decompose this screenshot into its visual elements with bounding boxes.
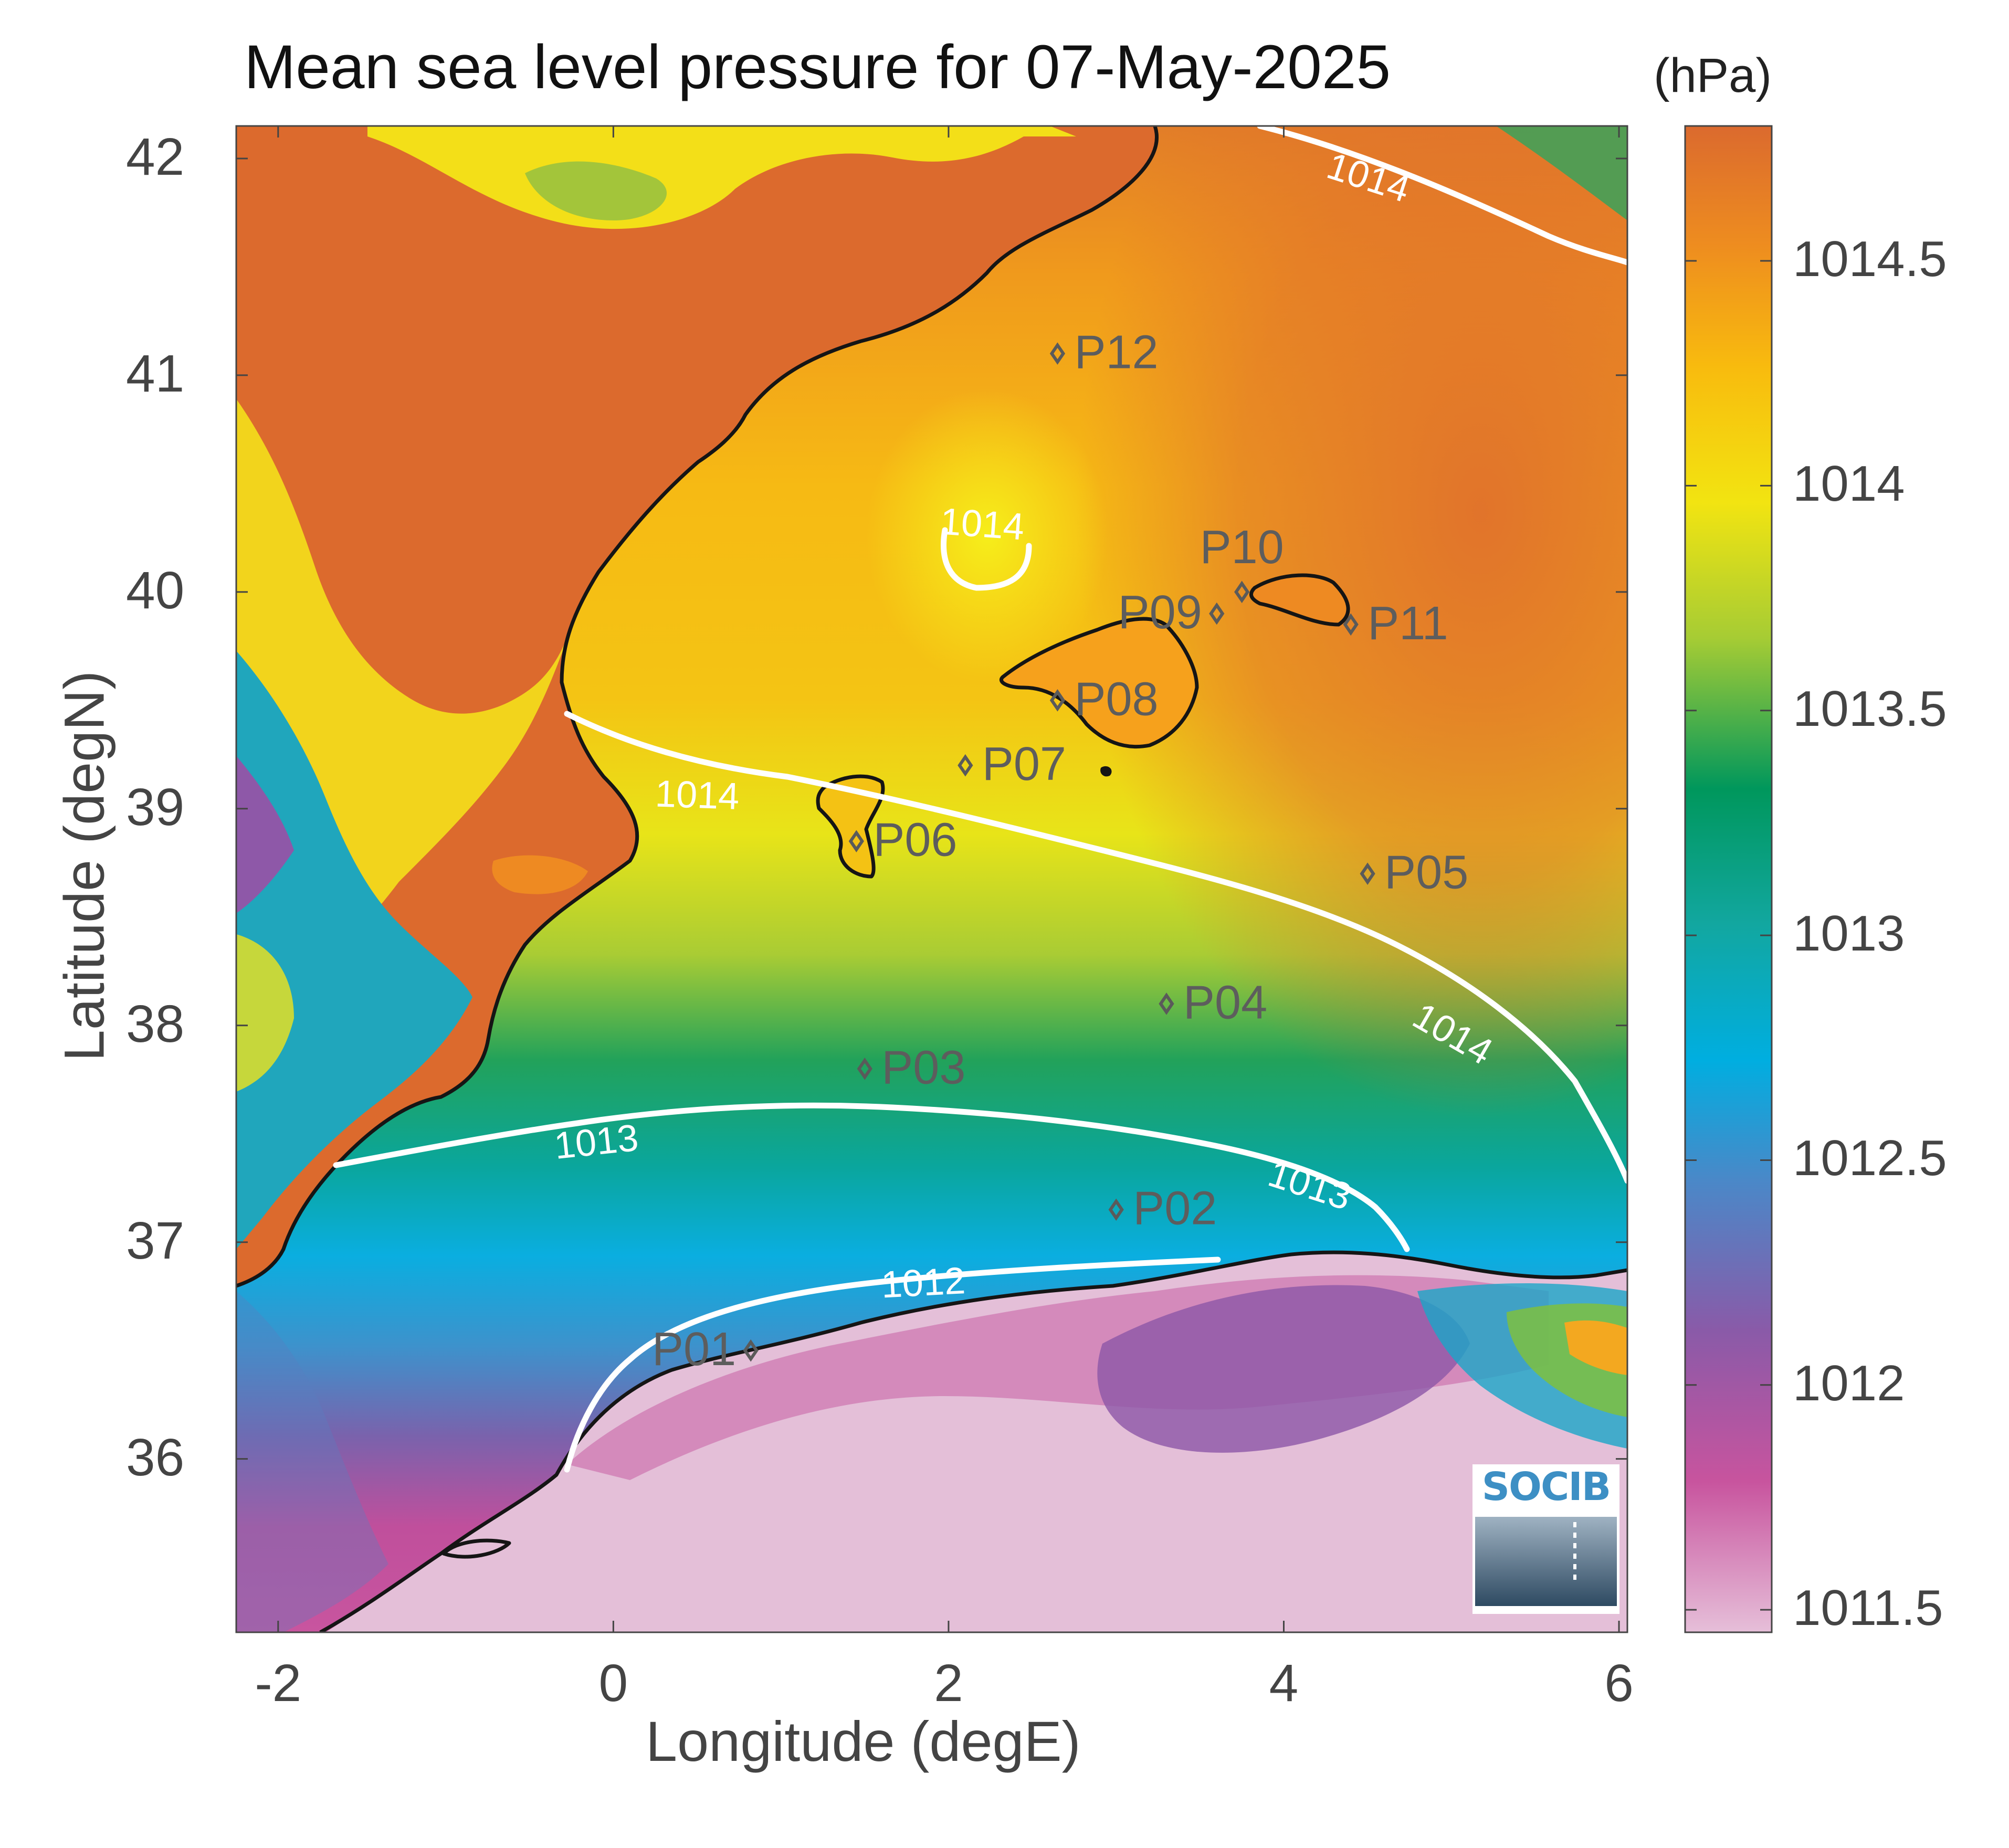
map-title: Mean sea level pressure for 07-May-2025 xyxy=(244,33,1391,102)
colorbar-tick-label: 1012 xyxy=(1793,1355,1905,1411)
map-area xyxy=(236,126,1627,1632)
cabrera-island xyxy=(1100,766,1112,777)
station-p10: P10 xyxy=(1200,521,1284,604)
northern-green-patch xyxy=(525,161,667,220)
station-p06: P06 xyxy=(848,814,957,867)
colorbar-tick-label: 1013 xyxy=(1793,905,1905,962)
station-marker-icon xyxy=(1159,992,1174,1015)
station-label: P12 xyxy=(1074,326,1158,379)
station-p11: P11 xyxy=(1343,597,1448,650)
mallorca-island xyxy=(1000,617,1199,749)
colorbar-tick-label: 1014 xyxy=(1793,456,1905,512)
menorca-island xyxy=(1249,573,1350,627)
plot-frame xyxy=(235,125,1628,1633)
logo-wave-graphic xyxy=(1475,1517,1617,1606)
contour-1014-north xyxy=(1257,126,1627,266)
colorbar-tick-label: 1011.5 xyxy=(1793,1580,1943,1636)
iberia-coastline xyxy=(236,126,1159,1288)
station-label: P04 xyxy=(1183,976,1267,1029)
contour-label: 1014 xyxy=(655,773,740,818)
contour-1014-south xyxy=(564,711,1627,1184)
station-label: P09 xyxy=(1118,586,1202,639)
station-marker-icon xyxy=(958,754,973,777)
station-p07: P07 xyxy=(958,738,1066,790)
station-label: P06 xyxy=(873,814,957,867)
y-tick-label: 37 xyxy=(126,1211,185,1270)
x-tick-label: -2 xyxy=(255,1654,302,1713)
station-marker-icon xyxy=(1049,689,1066,712)
coastal-orange-patch xyxy=(492,855,588,894)
yellow-pressure-spot xyxy=(866,388,1108,682)
iberia-yellow-patch xyxy=(236,934,294,1092)
station-p12: P12 xyxy=(1049,326,1159,379)
station-p03: P03 xyxy=(857,1041,965,1094)
station-p09: P09 xyxy=(1118,586,1225,639)
station-marker-icon xyxy=(848,830,864,853)
southeast-iberia-blue xyxy=(236,651,472,1249)
northern-yellow-band xyxy=(367,126,1076,229)
colorbar-tick-label: 1014.5 xyxy=(1793,231,1947,287)
y-tick-label: 36 xyxy=(126,1428,185,1487)
contour-1014-closed xyxy=(941,527,1032,591)
x-tick-label: 0 xyxy=(598,1654,628,1713)
y-tick-label: 40 xyxy=(126,561,185,620)
contour-label: 1013 xyxy=(552,1117,640,1167)
contour-label: 1014 xyxy=(939,500,1025,548)
contour-1013 xyxy=(333,1102,1410,1252)
contour-1012 xyxy=(564,1256,1221,1473)
station-label: P11 xyxy=(1368,597,1448,650)
ibiza-island xyxy=(816,774,885,879)
station-marker-icon xyxy=(1108,1198,1124,1221)
alboran-lagoon-outline xyxy=(441,1538,511,1559)
contour-label: 1012 xyxy=(880,1260,966,1306)
colorbar-ticks xyxy=(1685,260,1772,1611)
axis-ticks xyxy=(236,126,1627,1632)
iberia-purple-patch xyxy=(236,756,294,913)
station-label: P08 xyxy=(1074,673,1158,725)
station-marker-icon xyxy=(1343,613,1359,636)
colorbar-tick-label: 1012.5 xyxy=(1793,1130,1947,1187)
x-axis-label: Longitude (degE) xyxy=(646,1709,1081,1773)
africa-purple-region xyxy=(1097,1285,1470,1453)
station-label: P05 xyxy=(1384,847,1468,899)
station-marker-icon xyxy=(857,1058,872,1080)
y-tick-label: 42 xyxy=(126,127,185,186)
colorbar-unit-label: (hPa) xyxy=(1654,49,1772,102)
station-p02: P02 xyxy=(1108,1182,1217,1235)
station-marker-icon xyxy=(1209,602,1225,625)
station-label: P03 xyxy=(881,1041,965,1094)
station-label: P10 xyxy=(1200,521,1284,574)
station-p05: P05 xyxy=(1360,847,1468,899)
africa-coastline xyxy=(319,1250,1627,1632)
station-marker-icon xyxy=(1360,862,1375,885)
station-marker-icon xyxy=(743,1339,759,1362)
station-label: P07 xyxy=(982,738,1066,790)
x-tick-label: 4 xyxy=(1269,1654,1299,1713)
station-marker-icon xyxy=(1049,342,1066,365)
southwest-blue-fade xyxy=(236,1291,388,1632)
contour-lines xyxy=(333,126,1627,1473)
station-p04: P04 xyxy=(1159,976,1267,1029)
x-tick-label: 2 xyxy=(934,1654,963,1713)
colorbar-tick-label: 1013.5 xyxy=(1793,680,1947,737)
logo-label: SOCIB xyxy=(1481,1464,1611,1509)
coastlines xyxy=(236,126,1627,1632)
y-tick-label: 39 xyxy=(126,777,185,837)
x-tick-label: 6 xyxy=(1604,1654,1634,1713)
station-label: P01 xyxy=(652,1323,736,1376)
station-label: P02 xyxy=(1133,1182,1217,1235)
station-p01: P01 xyxy=(652,1323,759,1376)
y-tick-label: 41 xyxy=(126,344,185,403)
green-corner-region xyxy=(1496,126,1627,220)
africa-orange-spot xyxy=(1564,1320,1627,1375)
colorbar xyxy=(1684,125,1773,1633)
station-marker-icon xyxy=(1234,580,1250,604)
socib-logo xyxy=(1472,1464,1619,1614)
station-p08: P08 xyxy=(1049,673,1159,725)
y-tick-label: 38 xyxy=(126,994,185,1053)
